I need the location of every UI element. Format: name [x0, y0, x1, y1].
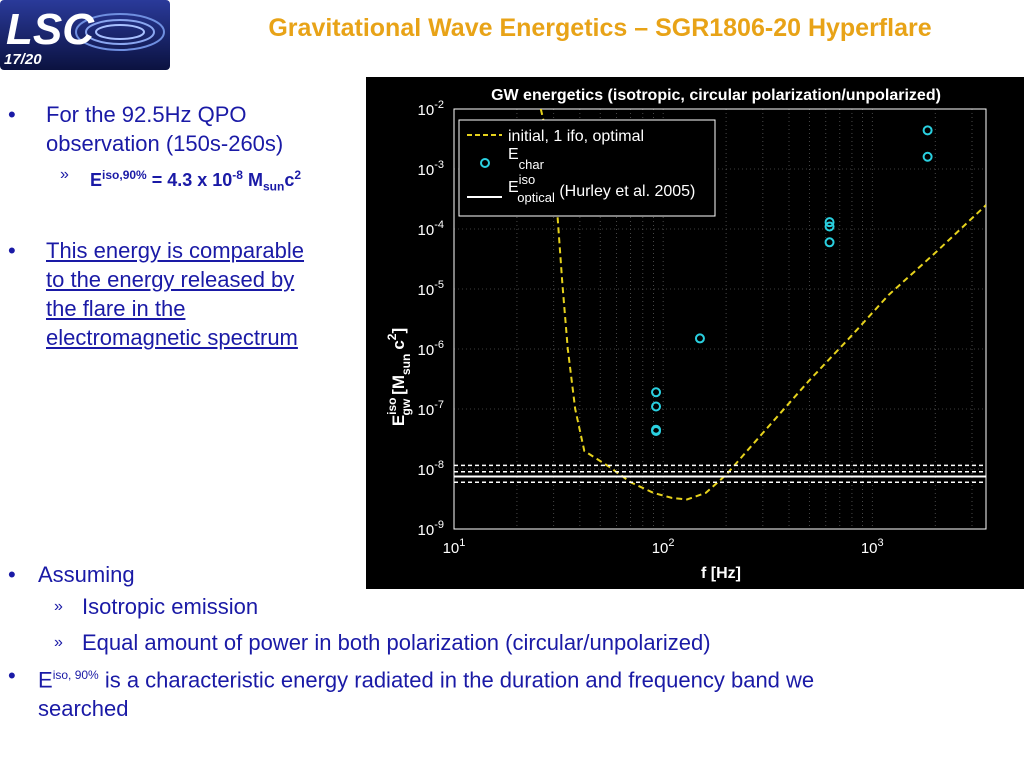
- arrow-glyph: »: [54, 598, 63, 615]
- chart-legend: initial, 1 ifo, optimal Echar Eiso optica…: [458, 119, 716, 217]
- svg-text:Eisogw[Msunc2]: Eisogw [Msun c2]: [385, 328, 413, 426]
- y-label-c-exp: 2: [385, 333, 399, 340]
- energy-c: c: [284, 170, 295, 190]
- y-tick-label: 10-8: [418, 459, 444, 479]
- bullet-comparable-line2[interactable]: to the energy released by: [46, 266, 295, 292]
- arrow-glyph: »: [60, 166, 69, 183]
- x-tick-label: 102: [652, 537, 675, 557]
- echar-point: [922, 151, 933, 162]
- legend-echar-sub: char: [519, 157, 545, 172]
- y-ticks: 10-2 10-3 10-4 10-5 10-6 10-7 10-8 10-9: [418, 99, 444, 539]
- sensitivity-curve: [539, 109, 986, 501]
- y-axis-label: Eisogw [Msun c2]: [385, 328, 413, 426]
- echar-point: [824, 221, 835, 232]
- bullet-dot: •: [8, 102, 16, 127]
- echar-point: [922, 125, 933, 136]
- bullet-comparable-line4[interactable]: electromagnetic spectrum: [46, 324, 298, 350]
- legend-circle-swatch: [480, 158, 490, 168]
- sub-bullet-isotropic: » Isotropic emission: [8, 589, 1008, 625]
- lower-bullets: • Assuming » Isotropic emission » Equal …: [8, 560, 1008, 723]
- legend-echar-main: E: [508, 146, 519, 163]
- bullet-dot: •: [8, 663, 16, 688]
- energy-sup: iso,90%: [102, 168, 147, 182]
- echar-point: [694, 333, 705, 344]
- echar-def-sup: iso, 90%: [52, 668, 99, 682]
- bullet-comparable-line3[interactable]: the flare in the: [46, 295, 186, 321]
- lsc-logo: LSC 17/20: [0, 0, 170, 70]
- echar-point: [824, 217, 835, 228]
- left-bullets: • For the 92.5Hz QPO observation (150s-2…: [8, 100, 358, 352]
- y-tick-label: 10-7: [418, 399, 444, 419]
- y-label-unit-sub: sun: [399, 354, 413, 375]
- legend-eoptical-tail: (Hurley et al. 2005): [555, 183, 696, 200]
- sub-bullet-energy: » Eiso,90% = 4.3 x 10-8 Msunc2: [8, 162, 358, 200]
- echar-def-prefix: E: [38, 667, 53, 693]
- bullet-qpo-line2: observation (150s-260s): [46, 131, 284, 156]
- y-label-unit: [M: [389, 375, 408, 395]
- sub-isotropic-text: Isotropic emission: [82, 594, 259, 619]
- sub-bullet-polarization: » Equal amount of power in both polariza…: [8, 625, 1008, 661]
- y-tick-label: 10-2: [418, 99, 444, 119]
- bullet-qpo-line1: For the 92.5Hz QPO: [46, 102, 247, 127]
- y-label-close: ]: [389, 328, 408, 334]
- energy-eq: = 4.3 x 10: [146, 170, 233, 190]
- echar-point: [651, 425, 662, 436]
- bullet-comparable: • This energy is comparable to the energ…: [8, 236, 358, 352]
- logo-text: LSC: [6, 5, 95, 54]
- bullet-assuming-text: Assuming: [38, 562, 135, 587]
- echar-point: [651, 387, 662, 398]
- y-tick-label: 10-3: [418, 159, 444, 179]
- bullet-dot: •: [8, 562, 16, 587]
- y-tick-label: 10-9: [418, 519, 444, 539]
- x-tick-label: 103: [861, 537, 884, 557]
- chart-series: [454, 109, 986, 501]
- arrow-glyph: »: [54, 634, 63, 651]
- y-tick-label: 10-6: [418, 339, 444, 359]
- bullet-comparable-line1[interactable]: This energy is comparable: [46, 237, 305, 263]
- y-label-sup: iso: [385, 397, 399, 414]
- energy-symbol: E: [90, 170, 103, 190]
- energy-unit: M: [242, 170, 263, 190]
- x-axis-label: f [Hz]: [701, 565, 741, 582]
- gw-energetics-chart: GW energetics (isotropic, circular polar…: [366, 77, 1024, 589]
- bullet-dot: •: [8, 237, 16, 263]
- legend-eoptical-sub: optical: [517, 190, 555, 205]
- slide-title: Gravitational Wave Energetics – SGR1806-…: [268, 14, 932, 42]
- sub-polarization-text: Equal amount of power in both polarizati…: [82, 630, 711, 655]
- bullet-echar-definition: • Eiso, 90% is a characteristic energy r…: [8, 661, 1008, 723]
- echar-point: [824, 237, 835, 248]
- legend-echar: Echar: [508, 146, 545, 172]
- echar-def-text: is a characteristic energy radiated in t…: [98, 667, 815, 693]
- plot-frame: [453, 108, 987, 530]
- legend-eoptical-sup: iso: [519, 172, 536, 187]
- x-tick-label: 101: [443, 537, 466, 557]
- energy-c-exp: 2: [294, 168, 302, 182]
- bullet-assuming: • Assuming: [8, 560, 1008, 589]
- chart-title: GW energetics (isotropic, circular polar…: [491, 87, 941, 104]
- echar-def-text2: searched: [38, 696, 129, 722]
- y-tick-label: 10-5: [418, 279, 444, 299]
- energy-unit-sub: sun: [262, 179, 285, 194]
- echar-point: [651, 401, 662, 412]
- legend-eoptical-main: E: [508, 179, 519, 196]
- chart-svg: GW energetics (isotropic, circular polar…: [385, 87, 987, 582]
- page-number: 17/20: [4, 51, 42, 68]
- bullet-qpo: • For the 92.5Hz QPO observation (150s-2…: [8, 100, 358, 158]
- y-tick-label: 10-4: [418, 219, 444, 239]
- energy-exp: -8: [232, 168, 243, 182]
- legend-eoptical: Eiso optical (Hurley et al. 2005): [508, 172, 695, 205]
- y-label-sub: gw: [399, 398, 413, 415]
- y-label-main: E: [389, 415, 408, 426]
- legend-initial-label: initial, 1 ifo, optimal: [508, 128, 644, 145]
- x-ticks: 101 102 103: [443, 537, 884, 557]
- y-label-c: c: [389, 340, 408, 349]
